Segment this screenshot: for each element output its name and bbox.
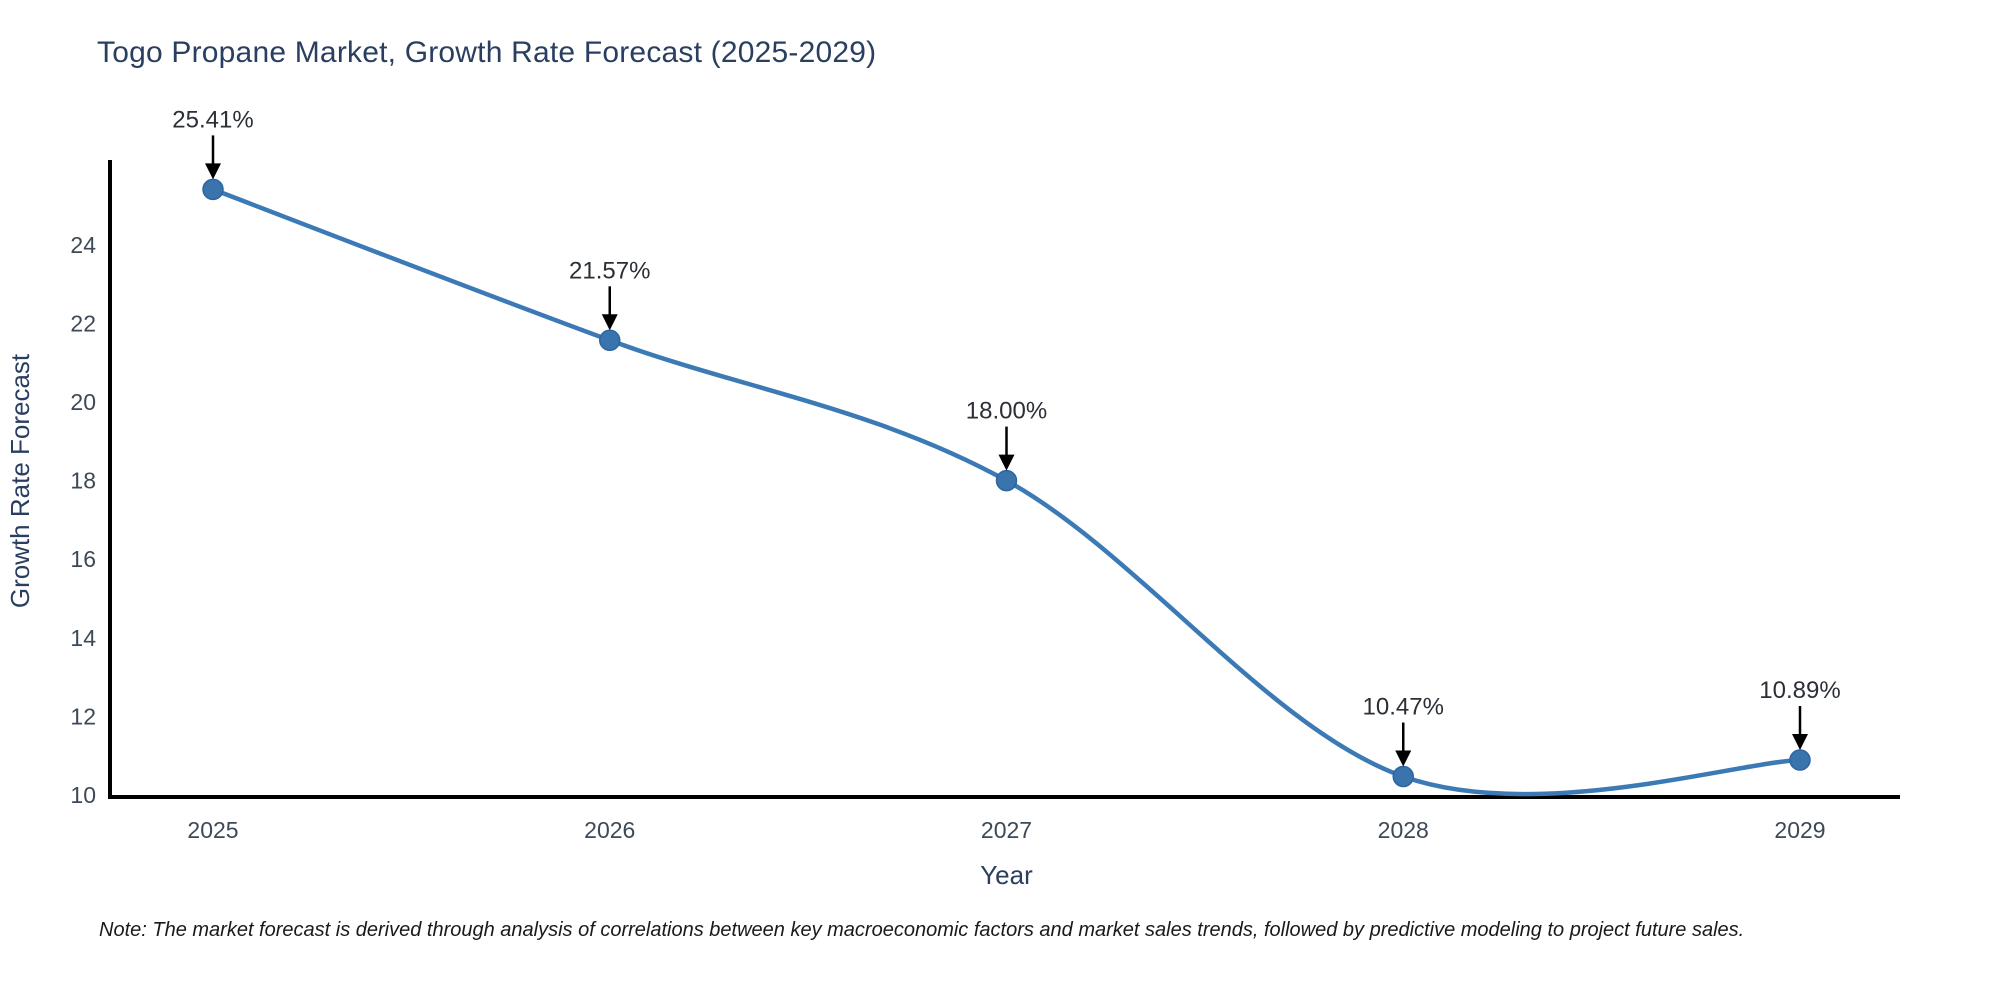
annotation-label: 25.41% — [172, 106, 253, 133]
y-tick-label: 14 — [70, 625, 96, 651]
y-tick-label: 16 — [70, 546, 96, 572]
x-tick-label: 2025 — [187, 817, 238, 843]
annotation-label: 10.89% — [1759, 677, 1840, 704]
data-point-marker — [202, 178, 224, 201]
data-point-marker — [995, 469, 1018, 492]
x-tick-label: 2026 — [584, 817, 635, 843]
x-tick-label: 2027 — [981, 817, 1032, 843]
annotation-arrowhead — [601, 314, 618, 331]
annotation-arrowhead — [205, 163, 221, 180]
annotation-label: 10.47% — [1363, 694, 1444, 721]
annotation-label: 21.57% — [569, 257, 650, 284]
data-point-marker — [599, 329, 621, 352]
annotation-arrowhead — [1395, 750, 1412, 767]
y-tick-label: 22 — [70, 310, 96, 336]
annotation-arrowhead — [1792, 734, 1808, 751]
y-tick-label: 20 — [70, 389, 96, 415]
y-tick-label: 12 — [70, 703, 96, 729]
annotation-label: 18.00% — [966, 398, 1047, 425]
chart-title: Togo Propane Market, Growth Rate Forecas… — [97, 36, 877, 69]
x-tick-label: 2029 — [1774, 817, 1825, 843]
x-tick-label: 2028 — [1378, 817, 1429, 843]
x-axis-title: Year — [980, 860, 1033, 890]
data-point-marker — [1392, 765, 1414, 788]
y-tick-label: 10 — [70, 782, 96, 808]
annotation-arrowhead — [998, 454, 1015, 471]
data-point-marker — [1789, 749, 1811, 771]
y-axis-title: Growth Rate Forecast — [5, 353, 35, 608]
series-line — [210, 187, 1803, 797]
y-tick-label: 18 — [70, 468, 96, 494]
footnote: Note: The market forecast is derived thr… — [99, 919, 1745, 941]
y-tick-label: 24 — [70, 232, 96, 258]
